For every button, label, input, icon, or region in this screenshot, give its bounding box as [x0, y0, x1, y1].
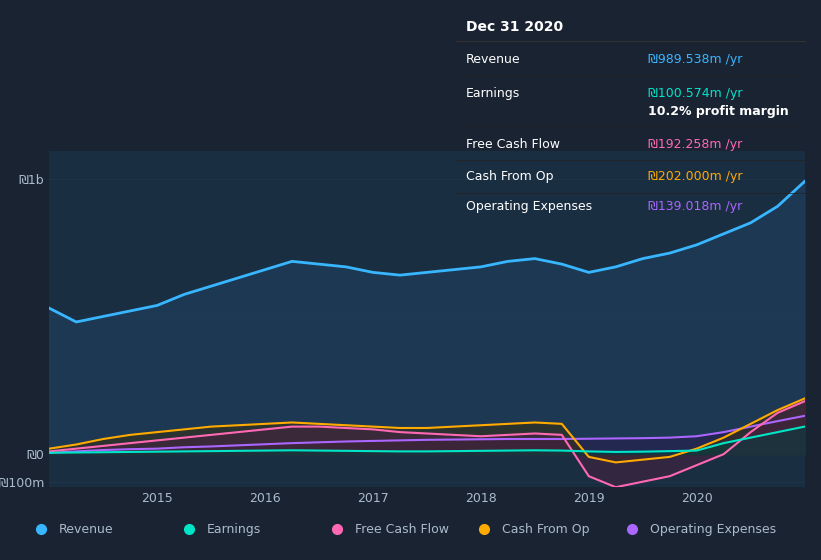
Text: Earnings: Earnings — [466, 87, 521, 100]
Text: Operating Expenses: Operating Expenses — [650, 522, 777, 536]
Text: Dec 31 2020: Dec 31 2020 — [466, 20, 563, 34]
Text: Operating Expenses: Operating Expenses — [466, 200, 592, 213]
Text: Cash From Op: Cash From Op — [466, 170, 553, 183]
Text: Earnings: Earnings — [207, 522, 261, 536]
Text: Cash From Op: Cash From Op — [502, 522, 590, 536]
Text: Revenue: Revenue — [466, 53, 521, 66]
Text: ₪139.018m /yr: ₪139.018m /yr — [648, 200, 742, 213]
Text: Free Cash Flow: Free Cash Flow — [355, 522, 448, 536]
Text: ₪192.258m /yr: ₪192.258m /yr — [648, 138, 742, 151]
Text: ₪202.000m /yr: ₪202.000m /yr — [648, 170, 742, 183]
Text: ₪100.574m /yr: ₪100.574m /yr — [648, 87, 742, 100]
Text: 10.2% profit margin: 10.2% profit margin — [648, 105, 788, 119]
Text: ₪989.538m /yr: ₪989.538m /yr — [648, 53, 742, 66]
Text: Revenue: Revenue — [59, 522, 114, 536]
Text: Free Cash Flow: Free Cash Flow — [466, 138, 560, 151]
